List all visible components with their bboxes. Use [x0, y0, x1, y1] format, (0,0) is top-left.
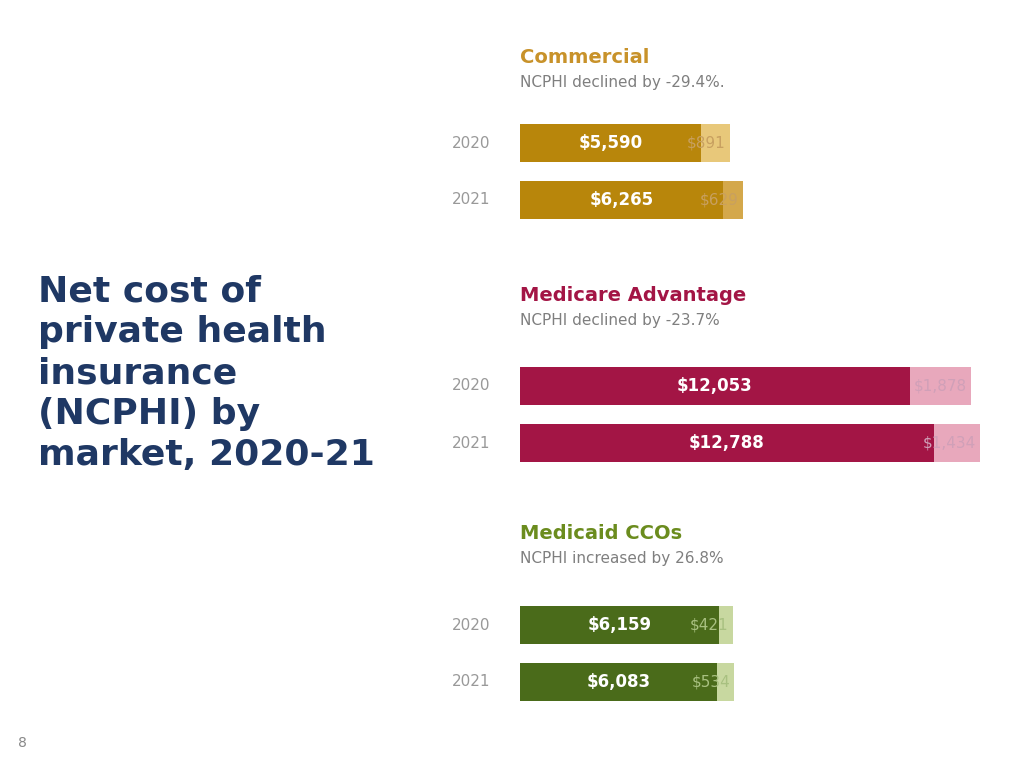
Text: $6,265: $6,265: [589, 191, 653, 209]
Text: $6,159: $6,159: [588, 616, 651, 634]
Text: NCPHI increased by 26.8%: NCPHI increased by 26.8%: [520, 551, 724, 566]
Bar: [719, 606, 733, 644]
Text: $629: $629: [700, 193, 739, 207]
Text: Medicaid CCOs: Medicaid CCOs: [520, 524, 682, 543]
Bar: [934, 424, 980, 462]
Bar: [700, 124, 730, 162]
Text: 8: 8: [18, 736, 27, 750]
Text: $421: $421: [690, 617, 729, 633]
Text: $1,878: $1,878: [913, 379, 967, 393]
Bar: [520, 124, 700, 162]
Text: $12,053: $12,053: [677, 377, 753, 395]
Text: 2021: 2021: [452, 435, 490, 451]
Text: 2020: 2020: [452, 135, 490, 151]
Text: $891: $891: [687, 135, 726, 151]
Bar: [520, 181, 723, 219]
Bar: [717, 663, 734, 701]
Bar: [520, 663, 717, 701]
Text: $5,590: $5,590: [579, 134, 642, 152]
Text: Commercial: Commercial: [520, 48, 649, 67]
Text: 2021: 2021: [452, 674, 490, 690]
Text: NCPHI declined by -29.4%.: NCPHI declined by -29.4%.: [520, 75, 725, 90]
Text: $534: $534: [691, 674, 730, 690]
Text: Net cost of
private health
insurance
(NCPHI) by
market, 2020-21: Net cost of private health insurance (NC…: [38, 274, 375, 472]
Text: $6,083: $6,083: [587, 673, 650, 691]
Text: 2020: 2020: [452, 379, 490, 393]
Bar: [723, 181, 743, 219]
Text: 2020: 2020: [452, 617, 490, 633]
Text: Medicare Advantage: Medicare Advantage: [520, 286, 746, 305]
Bar: [910, 367, 971, 405]
Bar: [520, 424, 934, 462]
Bar: [520, 606, 719, 644]
Text: $12,788: $12,788: [689, 434, 765, 452]
Text: NCPHI declined by -23.7%: NCPHI declined by -23.7%: [520, 313, 720, 328]
Text: $1,434: $1,434: [923, 435, 976, 451]
Text: 2021: 2021: [452, 193, 490, 207]
Bar: [520, 367, 910, 405]
